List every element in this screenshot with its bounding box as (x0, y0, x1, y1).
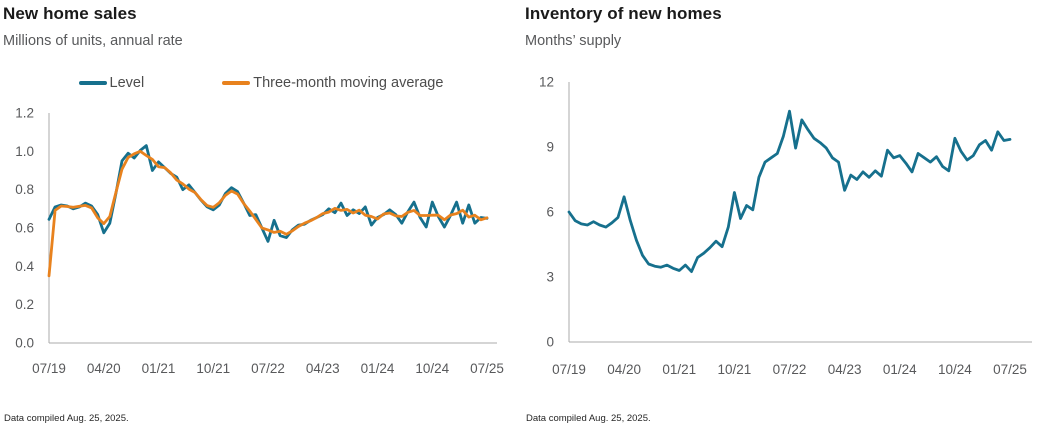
chart-title: New home sales (3, 4, 137, 23)
y-axis-tick-label: 3 (546, 269, 554, 284)
y-axis-tick-label: 0.8 (15, 182, 34, 197)
footnote-data-compiled: Data compiled Aug. 25, 2025. (526, 413, 651, 424)
legend-swatch-moving-average (222, 81, 251, 85)
series-line-months-supply (567, 109, 1012, 274)
chart-title: Inventory of new homes (525, 4, 722, 23)
series-line-three-month-moving-average (47, 149, 489, 278)
x-axis-tick-label: 01/24 (883, 362, 917, 377)
chart-subtitle: Millions of units, annual rate (3, 33, 183, 49)
y-axis-tick-label: 0.0 (15, 336, 34, 351)
line-chart-inventory-of-new-homes: 0 3 6 9 12 07/19 04/20 01/21 10/21 07/22 04/23 01/2… (539, 74, 1032, 377)
footnote-data-compiled: Data compiled Aug. 25, 2025. (4, 413, 129, 424)
y-axis-tick-label: 1.0 (15, 144, 34, 159)
x-axis-tick-label: 10/21 (196, 361, 230, 376)
footnotes: Data compiled Aug. 25, 2025. Source: Bur… (526, 386, 1026, 435)
footnotes: Data compiled Aug. 25, 2025. Source: Bur… (4, 386, 504, 435)
y-axis-tick-label: 6 (546, 204, 554, 219)
x-axis-tick-label: 07/22 (773, 362, 807, 377)
chart-panel-inventory-of-new-homes: Inventory of new homes Months’ supply 0 3… (522, 0, 1044, 435)
legend-label-level: Level (109, 75, 145, 91)
y-axis-tick-label: 1.2 (15, 105, 34, 120)
legend-label-moving-average: Three-month moving average (253, 75, 444, 91)
chart-panel-new-home-sales: New home sales Millions of units, annual… (0, 4, 522, 435)
x-axis-tick-label: 04/20 (607, 362, 641, 377)
x-axis-tick-label: 04/20 (87, 361, 121, 376)
series-line-level (47, 144, 489, 243)
x-axis-tick-label: 01/24 (361, 361, 395, 376)
x-axis-tick-label: 10/24 (415, 361, 449, 376)
y-axis-tick-label: 0 (546, 335, 554, 350)
x-axis-tick-label: 07/19 (552, 362, 586, 377)
x-axis-tick-label: 10/24 (938, 362, 972, 377)
x-axis-tick-label: 04/23 (306, 361, 340, 376)
x-axis-tick-label: 07/19 (32, 361, 66, 376)
legend-swatch-level (78, 81, 107, 85)
legend-item-moving-average: Three-month moving average (222, 75, 443, 91)
y-axis-tick-label: 9 (546, 139, 554, 154)
y-axis-tick-label: 0.4 (15, 259, 34, 274)
line-chart-new-home-sales: 0.0 0.2 0.4 0.6 0.8 1.0 1.2 07/19 04/20 01/21 10/2… (15, 105, 504, 376)
y-axis-tick-label: 0.2 (15, 297, 34, 312)
x-axis-tick-label: 01/21 (142, 361, 176, 376)
x-axis-tick-label: 10/21 (717, 362, 751, 377)
legend: Level Three-month moving average (0, 75, 522, 91)
x-axis-tick-label: 07/22 (251, 361, 285, 376)
x-axis-tick-label: 07/25 (993, 362, 1027, 377)
x-axis-tick-label: 04/23 (828, 362, 862, 377)
chart-subtitle: Months’ supply (525, 33, 622, 49)
x-axis-tick-label: 07/25 (470, 361, 504, 376)
y-axis-tick-label: 12 (539, 74, 554, 89)
y-axis-tick-label: 0.6 (15, 220, 34, 235)
x-axis-tick-label: 01/21 (662, 362, 696, 377)
legend-item-level: Level (78, 75, 145, 91)
